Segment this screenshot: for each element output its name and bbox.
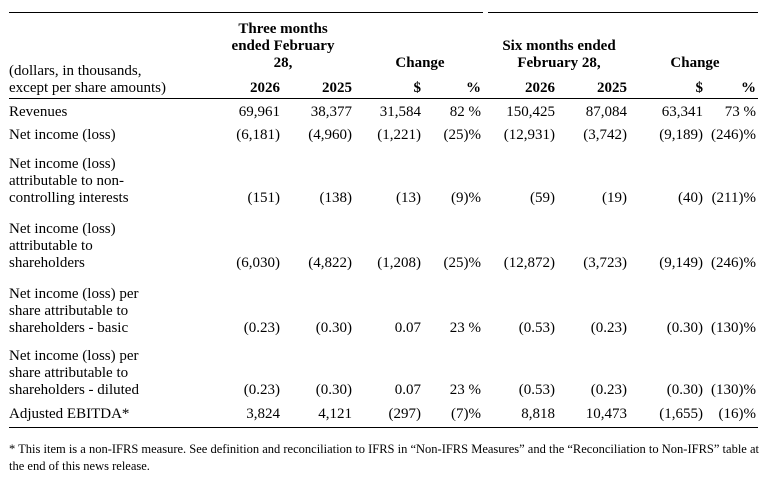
cell-h-2025: (3,742) <box>583 127 627 143</box>
cell-q-2025: (0.30) <box>315 382 352 398</box>
col-label-h-2026: 2026 <box>525 80 555 96</box>
cell-h-change-dollar: (9,189) <box>659 127 703 143</box>
change-heading-1: Change <box>395 55 445 71</box>
cell-h-2025: (3,723) <box>583 255 627 271</box>
cell-h-change-dollar: (9,149) <box>659 255 703 271</box>
cell-q-2026: (0.23) <box>243 382 280 398</box>
cell-h-2026: (0.53) <box>518 320 555 336</box>
cell-q-change-dollar: (297) <box>388 406 422 422</box>
cell-h-change-dollar: 63,341 <box>661 104 703 120</box>
row-label-line: share attributable to <box>9 303 129 319</box>
cell-h-change-pct: (246)% <box>711 255 756 271</box>
row-label-line: Net income (loss) per <box>9 286 139 302</box>
col-label-h-2025: 2025 <box>597 80 627 96</box>
row-label-line: Net income (loss) <box>9 221 116 237</box>
cell-q-2025: (4,960) <box>308 127 352 143</box>
cell-h-2026: (0.53) <box>518 382 555 398</box>
stub-heading-line1: (dollars, in thousands, <box>9 63 142 79</box>
cell-q-2025: (0.30) <box>315 320 352 336</box>
top-rule-left <box>9 12 483 13</box>
cell-h-2026: 150,425 <box>506 104 555 120</box>
cell-q-2026: (6,181) <box>236 127 280 143</box>
col-label-q-change-pct: % <box>466 80 481 96</box>
cell-h-change-pct: (211)% <box>711 190 756 206</box>
cell-q-change-dollar: 31,584 <box>379 104 421 120</box>
row-label-line: Adjusted EBITDA* <box>9 406 130 422</box>
cell-q-change-dollar: (1,221) <box>377 127 421 143</box>
cell-q-2025: 38,377 <box>310 104 352 120</box>
period2-heading-line1: Six months ended <box>502 38 616 54</box>
cell-q-2026: (151) <box>247 190 281 206</box>
period1-heading-line2: ended February <box>231 38 335 54</box>
cell-q-2025: 4,121 <box>318 406 352 422</box>
cell-h-change-dollar: (0.30) <box>666 320 703 336</box>
col-label-h-change-pct: % <box>741 80 756 96</box>
cell-q-change-dollar: 0.07 <box>394 320 421 336</box>
period1-heading-line1: Three months <box>238 21 328 37</box>
cell-h-change-pct: (130)% <box>711 320 756 336</box>
cell-q-change-dollar: (13) <box>396 190 421 206</box>
cell-h-2025: (19) <box>602 190 627 206</box>
cell-h-change-pct: (16)% <box>718 406 757 422</box>
header-rule <box>9 98 758 99</box>
cell-h-change-dollar: (0.30) <box>666 382 703 398</box>
top-rule-right <box>488 12 758 13</box>
col-label-q-change-dollar: $ <box>413 80 422 96</box>
period2-heading-line2: February 28, <box>517 55 601 71</box>
period1-heading-line3: 28, <box>273 55 293 71</box>
cell-h-2025: (0.23) <box>590 320 627 336</box>
cell-q-change-dollar: 0.07 <box>394 382 421 398</box>
row-label-line: shareholders - diluted <box>9 382 139 398</box>
col-label-h-change-dollar: $ <box>695 80 704 96</box>
cell-q-change-pct: 23 % <box>449 320 481 336</box>
row-label-line: attributable to <box>9 238 93 254</box>
row-label-line: Net income (loss) <box>9 127 116 143</box>
cell-h-change-dollar: (40) <box>678 190 703 206</box>
col-label-q-2026: 2026 <box>250 80 280 96</box>
cell-h-2025: 10,473 <box>585 406 627 422</box>
cell-q-change-pct: (9)% <box>451 190 481 206</box>
cell-q-2025: (4,822) <box>308 255 352 271</box>
row-label-line: controlling interests <box>9 190 129 206</box>
cell-h-2026: 8,818 <box>521 406 555 422</box>
row-label-line: share attributable to <box>9 365 129 381</box>
cell-h-2026: (12,931) <box>503 127 555 143</box>
cell-h-change-dollar: (1,655) <box>659 406 703 422</box>
cell-q-change-pct: 82 % <box>449 104 481 120</box>
change-heading-2: Change <box>670 55 720 71</box>
cell-q-2025: (138) <box>319 190 353 206</box>
cell-q-2026: (6,030) <box>236 255 280 271</box>
cell-q-change-pct: 23 % <box>449 382 481 398</box>
cell-q-2026: (0.23) <box>243 320 280 336</box>
cell-q-change-pct: (25)% <box>443 255 482 271</box>
cell-h-change-pct: (130)% <box>711 382 756 398</box>
row-label-line: attributable to non- <box>9 173 124 189</box>
stub-heading-line2: except per share amounts) <box>9 80 167 96</box>
cell-h-2026: (12,872) <box>503 255 555 271</box>
row-label-line: shareholders - basic <box>9 320 129 336</box>
cell-q-change-pct: (25)% <box>443 127 482 143</box>
cell-h-change-pct: (246)% <box>711 127 756 143</box>
cell-q-2026: 69,961 <box>238 104 280 120</box>
cell-h-2025: (0.23) <box>590 382 627 398</box>
cell-h-2026: (59) <box>530 190 555 206</box>
row-label-line: Revenues <box>9 104 68 120</box>
footnote: * This item is a non-IFRS measure. See d… <box>9 442 759 473</box>
cell-q-2026: 3,824 <box>246 406 280 422</box>
row-label-line: Net income (loss) <box>9 156 116 172</box>
bottom-rule <box>9 427 758 428</box>
cell-q-change-pct: (7)% <box>451 406 481 422</box>
cell-q-change-dollar: (1,208) <box>377 255 421 271</box>
cell-h-2025: 87,084 <box>585 104 627 120</box>
row-label-line: Net income (loss) per <box>9 348 139 364</box>
col-label-q-2025: 2025 <box>322 80 352 96</box>
cell-h-change-pct: 73 % <box>724 104 756 120</box>
row-label-line: shareholders <box>9 255 85 271</box>
